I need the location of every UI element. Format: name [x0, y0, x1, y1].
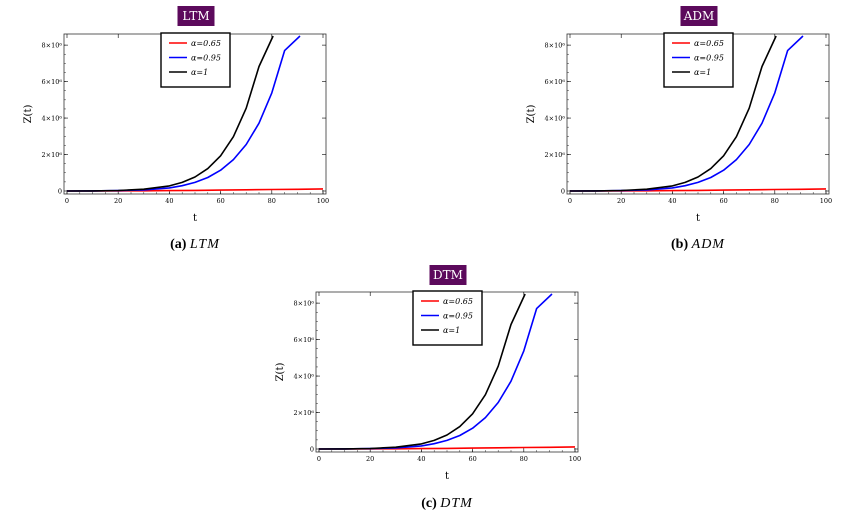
x-tick-label: 0 — [65, 197, 69, 205]
series-group — [318, 293, 576, 450]
legend-label-1: α=0.65 — [443, 297, 473, 306]
caption: (b) ADM — [671, 237, 725, 252]
title-box — [680, 6, 718, 26]
x-tick-label: 20 — [114, 197, 122, 205]
x-tick-label: 40 — [417, 455, 425, 463]
x-tick-label: 20 — [617, 197, 625, 205]
legend-box — [412, 290, 483, 346]
chart-title: ADM — [683, 9, 715, 23]
y-tick-label: 8×10⁶ — [294, 300, 315, 308]
legend-label-2: α=0.95 — [694, 54, 724, 63]
chart-title: DTM — [433, 268, 463, 282]
legend-label-3: α=1 — [443, 326, 460, 335]
y-tick-label: 6×10⁶ — [545, 78, 566, 86]
x-tick-label: 0 — [317, 455, 321, 463]
chart-c: 0 20 40 60 80 100 0 2×10⁶ 4×10⁶ 6×10⁶ 8×10⁶ t Z(t) α=… — [275, 265, 581, 511]
y-tick-label: 0 — [561, 188, 565, 196]
series-line-3 — [66, 35, 274, 192]
caption: (a) LTM — [170, 237, 220, 252]
caption-label: (a) — [170, 237, 190, 252]
chart-a: 0 20 40 60 80 100 0 2×10⁶ 4×10⁶ 6×10⁶ 8×10⁶ t Z(t) α=… — [23, 6, 329, 252]
y-tick-label: 8×10⁶ — [42, 42, 63, 50]
caption-name: DTM — [439, 496, 473, 511]
y-tick-label: 0 — [58, 188, 62, 196]
y-tick-label: 6×10⁶ — [294, 336, 315, 344]
legend-label-1: α=0.65 — [694, 39, 724, 48]
caption-name: ADM — [691, 237, 726, 252]
x-tick-label: 60 — [719, 197, 727, 205]
y-tick-label: 4×10⁶ — [545, 115, 566, 123]
legend-label-1: α=0.65 — [191, 39, 221, 48]
caption-label: (c) — [421, 496, 440, 511]
legend-label-3: α=1 — [191, 68, 208, 77]
caption-name: LTM — [189, 237, 220, 252]
y-tick-label: 2×10⁶ — [294, 409, 315, 417]
caption: (c) DTM — [421, 496, 473, 511]
y-tick-label: 4×10⁶ — [294, 373, 315, 381]
x-tick-label: 100 — [569, 455, 581, 463]
x-tick-label: 40 — [165, 197, 173, 205]
chart-b: 0 20 40 60 80 100 0 2×10⁶ 4×10⁶ 6×10⁶ 8×10⁶ t Z(t) α=… — [526, 6, 832, 252]
series-group — [569, 35, 827, 192]
legend-label-2: α=0.95 — [191, 54, 221, 63]
y-axis-label: Z(t) — [526, 105, 537, 124]
series-line-3 — [569, 35, 777, 192]
y-tick-label: 2×10⁶ — [42, 151, 63, 159]
x-tick-label: 80 — [268, 197, 276, 205]
series-line-3 — [318, 293, 526, 450]
y-axis-label: Z(t) — [23, 105, 34, 124]
y-axis-label: Z(t) — [275, 363, 286, 382]
legend-box — [663, 32, 734, 88]
x-tick-label: 100 — [820, 197, 832, 205]
y-tick-label: 6×10⁶ — [42, 78, 63, 86]
legend-label-3: α=1 — [694, 68, 711, 77]
y-tick-label: 2×10⁶ — [545, 151, 566, 159]
y-tick-label: 4×10⁶ — [42, 115, 63, 123]
caption-label: (b) — [671, 237, 692, 252]
x-axis-label: t — [445, 471, 449, 482]
legend-label-2: α=0.95 — [443, 312, 473, 321]
x-tick-label: 0 — [568, 197, 572, 205]
x-tick-label: 40 — [668, 197, 676, 205]
series-group — [66, 35, 324, 192]
x-tick-label: 60 — [216, 197, 224, 205]
legend-box — [160, 32, 231, 88]
x-tick-label: 20 — [366, 455, 374, 463]
x-tick-label: 60 — [468, 455, 476, 463]
y-tick-label: 0 — [310, 446, 314, 454]
x-tick-label: 80 — [520, 455, 528, 463]
title-box — [177, 6, 215, 26]
title-box — [429, 265, 467, 285]
x-tick-label: 100 — [317, 197, 329, 205]
x-tick-label: 80 — [771, 197, 779, 205]
x-axis-label: t — [696, 213, 700, 224]
chart-title: LTM — [182, 9, 209, 23]
y-tick-label: 8×10⁶ — [545, 42, 566, 50]
x-axis-label: t — [193, 213, 197, 224]
